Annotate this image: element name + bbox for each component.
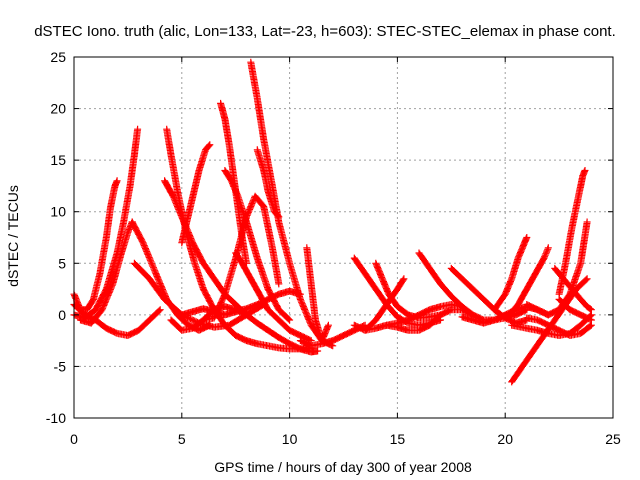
plus-markers — [247, 58, 337, 350]
plus-markers — [555, 295, 595, 324]
series-arc — [523, 314, 595, 339]
series-arc — [555, 295, 595, 324]
series-arc — [506, 244, 552, 319]
plus-markers — [77, 218, 136, 327]
x-tick-label: 5 — [178, 431, 186, 447]
plus-markers — [303, 244, 332, 345]
y-axis-label: dSTEC / TECUs — [5, 185, 21, 287]
y-tick-label: 20 — [50, 101, 66, 117]
series-arc — [77, 218, 136, 327]
plus-markers — [70, 177, 121, 314]
chart-title: dSTEC Iono. truth (alic, Lon=133, Lat=-2… — [34, 23, 616, 40]
axes: 0 5 10 15 20 25 -10 -5 0 5 10 15 20 25 — [46, 49, 621, 447]
series-arc — [247, 58, 337, 350]
plus-markers — [506, 244, 552, 319]
series-arc — [447, 264, 531, 327]
plus-markers — [490, 234, 531, 314]
plus-markers — [523, 314, 595, 339]
plus-markers — [232, 249, 315, 345]
series-arc — [178, 141, 214, 247]
series-arc — [221, 167, 294, 324]
y-tick-label: -10 — [46, 410, 66, 426]
x-axis-label: GPS time / hours of day 300 of year 2008 — [214, 459, 472, 475]
series-arc — [551, 264, 595, 314]
x-tick-label: 10 — [282, 431, 298, 447]
series-arc — [70, 177, 121, 314]
x-tick-label: 15 — [390, 431, 406, 447]
data-points — [70, 58, 595, 386]
x-tick-label: 20 — [497, 431, 513, 447]
y-tick-label: 25 — [50, 49, 66, 65]
series-arc — [232, 249, 315, 345]
y-tick-label: 5 — [58, 255, 66, 271]
x-tick-label: 25 — [605, 431, 621, 447]
grid — [74, 57, 613, 418]
plus-markers — [447, 264, 531, 327]
y-tick-label: 10 — [50, 204, 66, 220]
y-tick-label: 15 — [50, 152, 66, 168]
x-tick-label: 0 — [70, 431, 78, 447]
y-tick-label: -5 — [54, 358, 67, 374]
series-arc — [253, 146, 283, 221]
plus-markers — [221, 167, 294, 324]
plus-markers — [253, 146, 283, 221]
plus-markers — [161, 177, 322, 356]
plot-frame — [73, 56, 614, 419]
y-tick-label: 0 — [58, 307, 66, 323]
series-arc — [161, 177, 322, 356]
plus-markers — [551, 264, 595, 314]
plus-markers — [178, 141, 214, 247]
series-arc — [303, 244, 332, 345]
series-arc — [490, 234, 531, 314]
